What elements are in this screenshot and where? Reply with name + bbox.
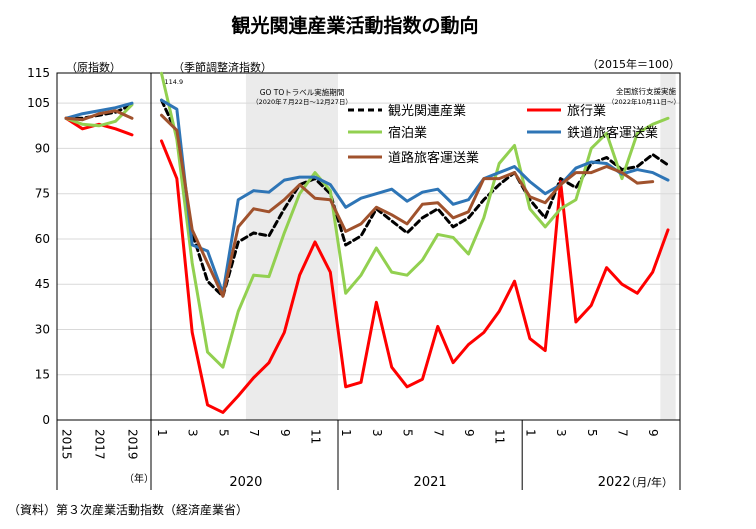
peak-annotation: 114.9 (165, 78, 184, 86)
y-tick-label: 90 (35, 141, 50, 155)
month-tick-label: 11 (493, 429, 507, 444)
annual-tick-label: 2019 (126, 429, 140, 460)
month-tick-label: 3 (186, 429, 200, 437)
series-line-monthly-travel-agency (160, 139, 670, 414)
shaded-period-2 (660, 73, 676, 420)
goto-label: GO TOトラベル実施期間 (260, 87, 345, 97)
month-tick-label: 5 (585, 429, 599, 437)
year-label: 2021 (414, 475, 447, 490)
month-tick-label: 9 (278, 429, 292, 437)
source-note: （資料）第３次産業活動指数（経済産業省） (8, 502, 248, 517)
month-tick-label: 11 (308, 429, 322, 444)
y-tick-label: 60 (35, 232, 50, 246)
legend-label-travel-agency: 旅行業 (567, 103, 606, 119)
base-note: （2015年＝100） (587, 57, 680, 71)
month-tick-label: 5 (401, 429, 415, 437)
month-tick-label: 7 (615, 429, 629, 437)
series-line-annual-railway (64, 101, 134, 120)
month-tick-label: 3 (554, 429, 568, 437)
y-tick-label: 115 (27, 66, 50, 80)
y-tick-label: 30 (35, 322, 50, 336)
month-tick-label: 3 (370, 429, 384, 437)
legend-label-railway: 鉄道旅客運送業 (567, 125, 658, 141)
month-tick-label: 7 (247, 429, 261, 437)
annual-tick-label: 2015 (60, 429, 74, 460)
y-tick-label: 75 (35, 187, 50, 201)
series-line-annual-lodging (64, 103, 134, 128)
month-tick-label: 5 (216, 429, 230, 437)
annual-tick-label: 2017 (93, 429, 107, 460)
annual-unit: （年） (124, 472, 154, 485)
goto-sublabel: （2020年７月22日～12月27日） (252, 97, 352, 106)
chart-title: 観光関連産業活動指数の動向 (231, 14, 478, 37)
legend-label-road-passenger: 道路旅客運送業 (388, 150, 479, 166)
shaded-period-1 (245, 73, 339, 420)
plot-frame (56, 72, 681, 421)
series-line-annual-road-passenger (64, 109, 134, 122)
year-label: 2022 (598, 475, 631, 490)
travel-support-label: 全国旅行支援実施 (616, 86, 676, 96)
legend-label-lodging: 宿泊業 (388, 125, 427, 141)
y-tick-label: 45 (35, 277, 50, 291)
y-tick-label: 105 (27, 96, 50, 110)
month-tick-label: 1 (155, 429, 169, 437)
month-tick-label: 9 (462, 429, 476, 437)
month-tick-label: 1 (523, 429, 537, 437)
y-tick-label: 15 (35, 368, 50, 382)
y-tick-label: 0 (42, 413, 50, 427)
series-line-monthly-lodging (160, 71, 670, 369)
year-label: 2020 (229, 475, 262, 490)
left-note: （原指数） (66, 60, 121, 74)
seasonal-note: （季節調整済指数） (173, 60, 272, 74)
month-unit: （月/年） (625, 475, 673, 489)
month-tick-label: 9 (646, 429, 660, 437)
month-tick-label: 7 (431, 429, 445, 437)
series-line-monthly-railway (160, 98, 670, 295)
month-tick-label: 1 (339, 429, 353, 437)
travel-support-sublabel: （2022年10月11日～） (608, 97, 680, 106)
series-line-monthly-road-passenger (160, 113, 655, 298)
legend-label-tourism: 観光関連産業 (388, 103, 466, 119)
